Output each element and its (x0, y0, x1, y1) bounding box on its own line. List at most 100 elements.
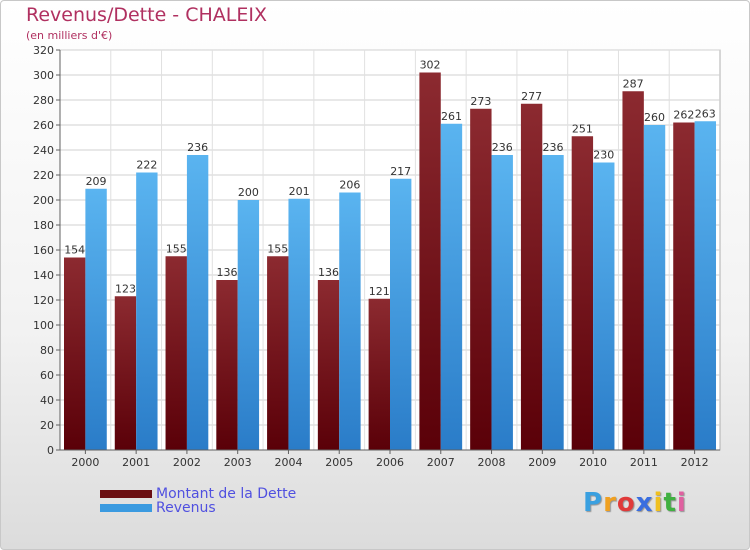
x-tick-label: 2001 (122, 456, 150, 469)
logo-letter: x (635, 488, 654, 518)
legend-swatch-revenus (100, 504, 152, 512)
bar-revenus (339, 192, 361, 450)
y-tick-label: 20 (40, 419, 54, 432)
chart-subtitle: (en milliers d'€) (26, 29, 113, 42)
legend-label-dette: Montant de la Dette (156, 486, 297, 502)
bar-dette (520, 103, 543, 450)
y-tick-label: 180 (33, 219, 54, 232)
data-label: 136 (217, 266, 238, 279)
bar-dette (571, 136, 594, 450)
logo-letter: i (676, 488, 687, 518)
bar-dette (368, 298, 390, 450)
x-tick-label: 2011 (630, 456, 658, 469)
x-tick-label: 2003 (224, 456, 252, 469)
x-tick-label: 2008 (478, 456, 506, 469)
bar-revenus (85, 188, 107, 450)
bar-dette (622, 91, 644, 450)
legend-item-revenus: Revenus (100, 500, 216, 516)
y-tick-label: 60 (40, 369, 54, 382)
bar-dette (470, 108, 492, 450)
bar-revenus (237, 200, 260, 450)
y-tick-label: 260 (33, 119, 54, 132)
x-tick-label: 2007 (427, 456, 455, 469)
x-tick-label: 2002 (173, 456, 201, 469)
x-tick-label: 2012 (681, 456, 709, 469)
data-label: 217 (390, 165, 411, 178)
data-label: 201 (289, 185, 310, 198)
data-label: 136 (318, 266, 339, 279)
y-tick-label: 40 (40, 394, 54, 407)
axis-layer: 0 20 40 60 80 100 120 140 160 180 200 220 240 260 280 3… (33, 44, 720, 469)
bar-revenus (694, 121, 716, 450)
bar-dette (673, 122, 695, 450)
bar-revenus (440, 123, 463, 450)
data-label: 155 (166, 242, 187, 255)
bar-dette (216, 280, 238, 450)
data-label: 261 (441, 110, 462, 123)
logo-letter: P (583, 488, 604, 518)
data-label: 260 (644, 111, 665, 124)
data-label: 209 (86, 175, 107, 188)
data-label: 263 (695, 107, 716, 120)
data-label: 287 (623, 77, 644, 90)
data-label: 262 (673, 109, 694, 122)
bar-revenus (288, 198, 310, 450)
bar-dette (114, 296, 137, 450)
data-label: 206 (339, 179, 360, 192)
data-label: 200 (238, 186, 259, 199)
logo-letter: t (663, 488, 677, 518)
bars-layer (64, 72, 716, 450)
data-label: 302 (420, 59, 441, 72)
y-tick-label: 0 (47, 444, 54, 457)
data-label: 236 (543, 141, 564, 154)
bar-revenus (542, 155, 564, 450)
logo-letter: i (653, 488, 664, 518)
data-label: 121 (369, 285, 390, 298)
labels-layer: 154 209 123 222 155 236 136 200 155 201 136 206 121 2… (64, 59, 716, 298)
data-label: 236 (187, 141, 208, 154)
data-label: 154 (64, 244, 85, 257)
logo-letter: o (616, 488, 636, 518)
data-label: 230 (593, 149, 614, 162)
bar-dette (419, 72, 441, 450)
x-tick-label: 2010 (579, 456, 607, 469)
data-label: 123 (115, 282, 136, 295)
bar-revenus (186, 155, 209, 450)
legend-item-dette: Montant de la Dette (100, 486, 296, 502)
bar-revenus (390, 178, 412, 450)
y-tick-label: 160 (33, 244, 54, 257)
legend-swatch-dette (100, 490, 152, 498)
x-tick-label: 2009 (528, 456, 556, 469)
y-tick-label: 140 (33, 269, 54, 282)
bar-dette (267, 256, 289, 450)
data-label: 236 (492, 141, 513, 154)
y-tick-label: 100 (33, 319, 54, 332)
x-tick-label: 2005 (325, 456, 353, 469)
x-tick-label: 2000 (71, 456, 99, 469)
data-label: 155 (267, 242, 288, 255)
data-label: 222 (136, 159, 157, 172)
bar-revenus (593, 162, 615, 450)
y-tick-label: 120 (33, 294, 54, 307)
chart-title: Revenus/Dette - CHALEIX (26, 4, 267, 26)
bar-dette (165, 256, 187, 450)
data-label: 277 (521, 90, 542, 103)
data-label: 273 (470, 95, 491, 108)
y-tick-label: 320 (33, 44, 54, 57)
x-tick-label: 2006 (376, 456, 404, 469)
y-tick-label: 220 (33, 169, 54, 182)
proxiti-logo: Proxiti (583, 488, 687, 518)
x-tick-label: 2004 (274, 456, 302, 469)
y-tick-label: 280 (33, 94, 54, 107)
y-tick-label: 200 (33, 194, 54, 207)
y-tick-label: 80 (40, 344, 54, 357)
y-tick-label: 300 (33, 69, 54, 82)
legend-label-revenus: Revenus (156, 500, 216, 516)
y-tick-label: 240 (33, 144, 54, 157)
bar-revenus (643, 125, 666, 450)
bar-dette (64, 257, 86, 450)
data-label: 251 (572, 122, 593, 135)
logo-letter: r (603, 488, 617, 518)
bar-revenus (491, 155, 513, 450)
